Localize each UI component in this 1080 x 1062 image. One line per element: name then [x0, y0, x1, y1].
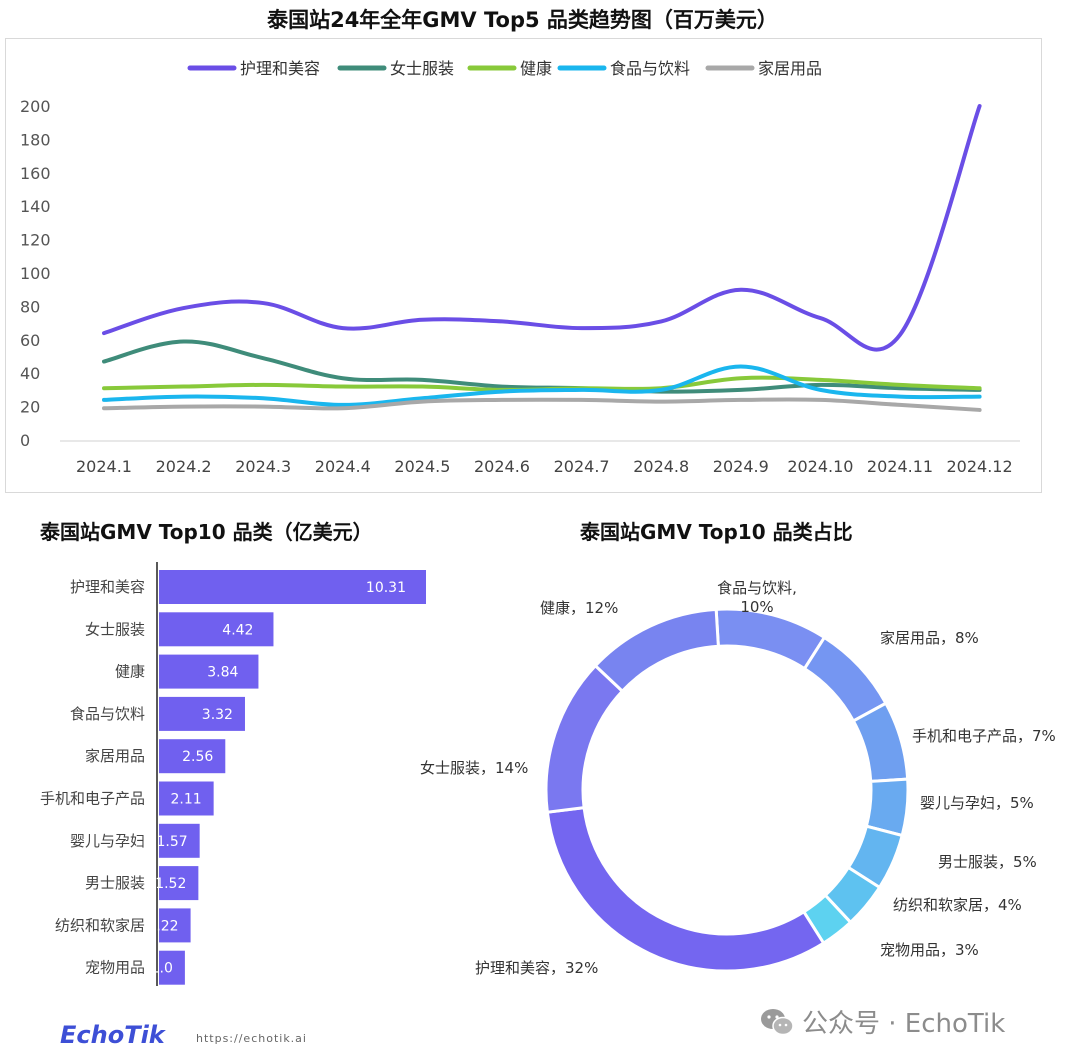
donut-slice	[851, 701, 910, 783]
bar-category-label: 家居用品	[85, 747, 145, 765]
bar-category-label: 男士服装	[85, 874, 145, 892]
bar-chart-title: 泰国站GMV Top10 品类（亿美元）	[40, 520, 373, 544]
footer-url[interactable]: https://echotik.ai	[196, 1032, 307, 1045]
bar	[159, 781, 214, 816]
y-tick-label: 120	[20, 231, 51, 250]
bar-value-label: 3.84	[207, 665, 238, 681]
line-chart-frame	[5, 38, 1042, 493]
x-tick-label: 2024.1	[76, 457, 132, 476]
x-tick-label: 2024.11	[867, 457, 933, 476]
x-tick-label: 2024.7	[554, 457, 610, 476]
y-tick-label: 0	[20, 431, 30, 450]
bar	[159, 654, 259, 689]
donut-label: 食品与饮料, 10%	[717, 579, 797, 616]
y-tick-label: 100	[20, 264, 51, 283]
donut-slice	[714, 607, 827, 671]
y-tick-label: 160	[20, 164, 51, 183]
legend-label: 食品与饮料	[610, 59, 690, 78]
y-tick-label: 200	[20, 97, 51, 116]
bar-value-label: 2.11	[170, 792, 201, 808]
donut-label: 纺织和软家居，4%	[893, 896, 1022, 914]
watermark-text: 公众号 · EchoTik	[802, 1009, 1006, 1039]
bar-category-label: 纺织和软家居	[55, 916, 145, 934]
x-tick-label: 2024.4	[315, 457, 371, 476]
legend-label: 护理和美容	[240, 59, 320, 78]
y-tick-label: 80	[20, 297, 40, 316]
donut-slice	[593, 607, 720, 694]
donut-label: 婴儿与孕妇，5%	[920, 794, 1034, 812]
x-tick-label: 2024.8	[633, 457, 689, 476]
series-line-3	[102, 364, 982, 407]
bar	[159, 696, 245, 731]
x-tick-label: 2024.6	[474, 457, 530, 476]
donut-slice	[544, 663, 625, 814]
bar-value-label: 2.56	[182, 749, 213, 765]
x-tick-label: 2024.10	[787, 457, 853, 476]
series-line-1	[102, 339, 982, 394]
bar-category-label: 女士服装	[85, 620, 145, 638]
line-chart-title: 泰国站24年全年GMV Top5 品类趋势图（百万美元）	[267, 8, 778, 32]
bar-category-label: 健康	[115, 663, 145, 681]
legend-item: 食品与饮料	[557, 59, 690, 78]
y-tick-label: 60	[20, 331, 40, 350]
y-tick-label: 20	[20, 398, 40, 417]
donut-label: 家居用品，8%	[880, 629, 979, 647]
legend-label: 健康	[520, 59, 552, 78]
donut-label: 女士服装，14%	[420, 759, 528, 777]
bar-value-label: 1.57	[156, 834, 187, 850]
donut-slice	[545, 805, 826, 973]
line-chart: 0 20 40 60 80 100 120 140 160 180 200 2024.1 2024.2 2…	[20, 59, 1020, 476]
series-line-0	[102, 104, 982, 352]
x-tick-label: 2024.5	[394, 457, 450, 476]
wechat-icon	[761, 1008, 794, 1035]
bar	[159, 739, 226, 774]
bar-category-label: 宠物用品	[85, 959, 145, 977]
donut-label: 男士服装，5%	[938, 853, 1037, 871]
y-tick-label: 140	[20, 197, 51, 216]
legend-item: 护理和美容	[187, 59, 320, 78]
bar	[159, 908, 191, 943]
legend-label: 家居用品	[758, 59, 822, 78]
bar	[159, 866, 199, 901]
donut-label: 护理和美容，32%	[475, 959, 598, 977]
legend-item: 健康	[467, 59, 552, 78]
pie-chart-title: 泰国站GMV Top10 品类占比	[580, 520, 853, 544]
x-tick-label: 2024.2	[156, 457, 212, 476]
y-tick-label: 180	[20, 130, 51, 149]
bar-value-label: 1.0	[151, 961, 173, 977]
legend-label: 女士服装	[390, 59, 454, 78]
series-line-4	[102, 397, 982, 412]
bar-value-label: 10.31	[366, 580, 406, 596]
echotik-logo: EchoTik	[60, 1021, 165, 1049]
bar-chart: 护理和美容 10.31 女士服装 4.42 健康 3.84 食品与饮料 3.32 家居用品 2.5…	[40, 562, 426, 986]
bar-category-label: 手机和电子产品	[40, 790, 145, 808]
bar-value-label: 1.52	[155, 876, 186, 892]
bar-category-label: 护理和美容	[70, 578, 145, 596]
bar	[159, 823, 200, 858]
x-tick-label: 2024.9	[713, 457, 769, 476]
bar	[159, 950, 185, 985]
donut-label: 健康，12%	[540, 599, 618, 617]
bar-value-label: 3.32	[202, 707, 233, 723]
y-tick-label: 40	[20, 364, 40, 383]
bar-value-label: 4.42	[222, 622, 253, 638]
x-tick-label: 2024.3	[235, 457, 291, 476]
wechat-watermark: 公众号 · EchoTik	[760, 1003, 1005, 1040]
bar-category-label: 婴儿与孕妇	[70, 832, 145, 850]
bar-value-label: 1.22	[147, 918, 178, 934]
x-tick-label: 2024.12	[947, 457, 1013, 476]
legend-item: 家居用品	[705, 59, 822, 78]
donut-label: 宠物用品，3%	[880, 941, 979, 959]
legend-item: 女士服装	[337, 59, 454, 78]
bar-category-label: 食品与饮料	[70, 705, 145, 723]
bar	[159, 570, 426, 604]
donut-label: 手机和电子产品，7%	[912, 727, 1056, 745]
bar	[159, 612, 274, 647]
